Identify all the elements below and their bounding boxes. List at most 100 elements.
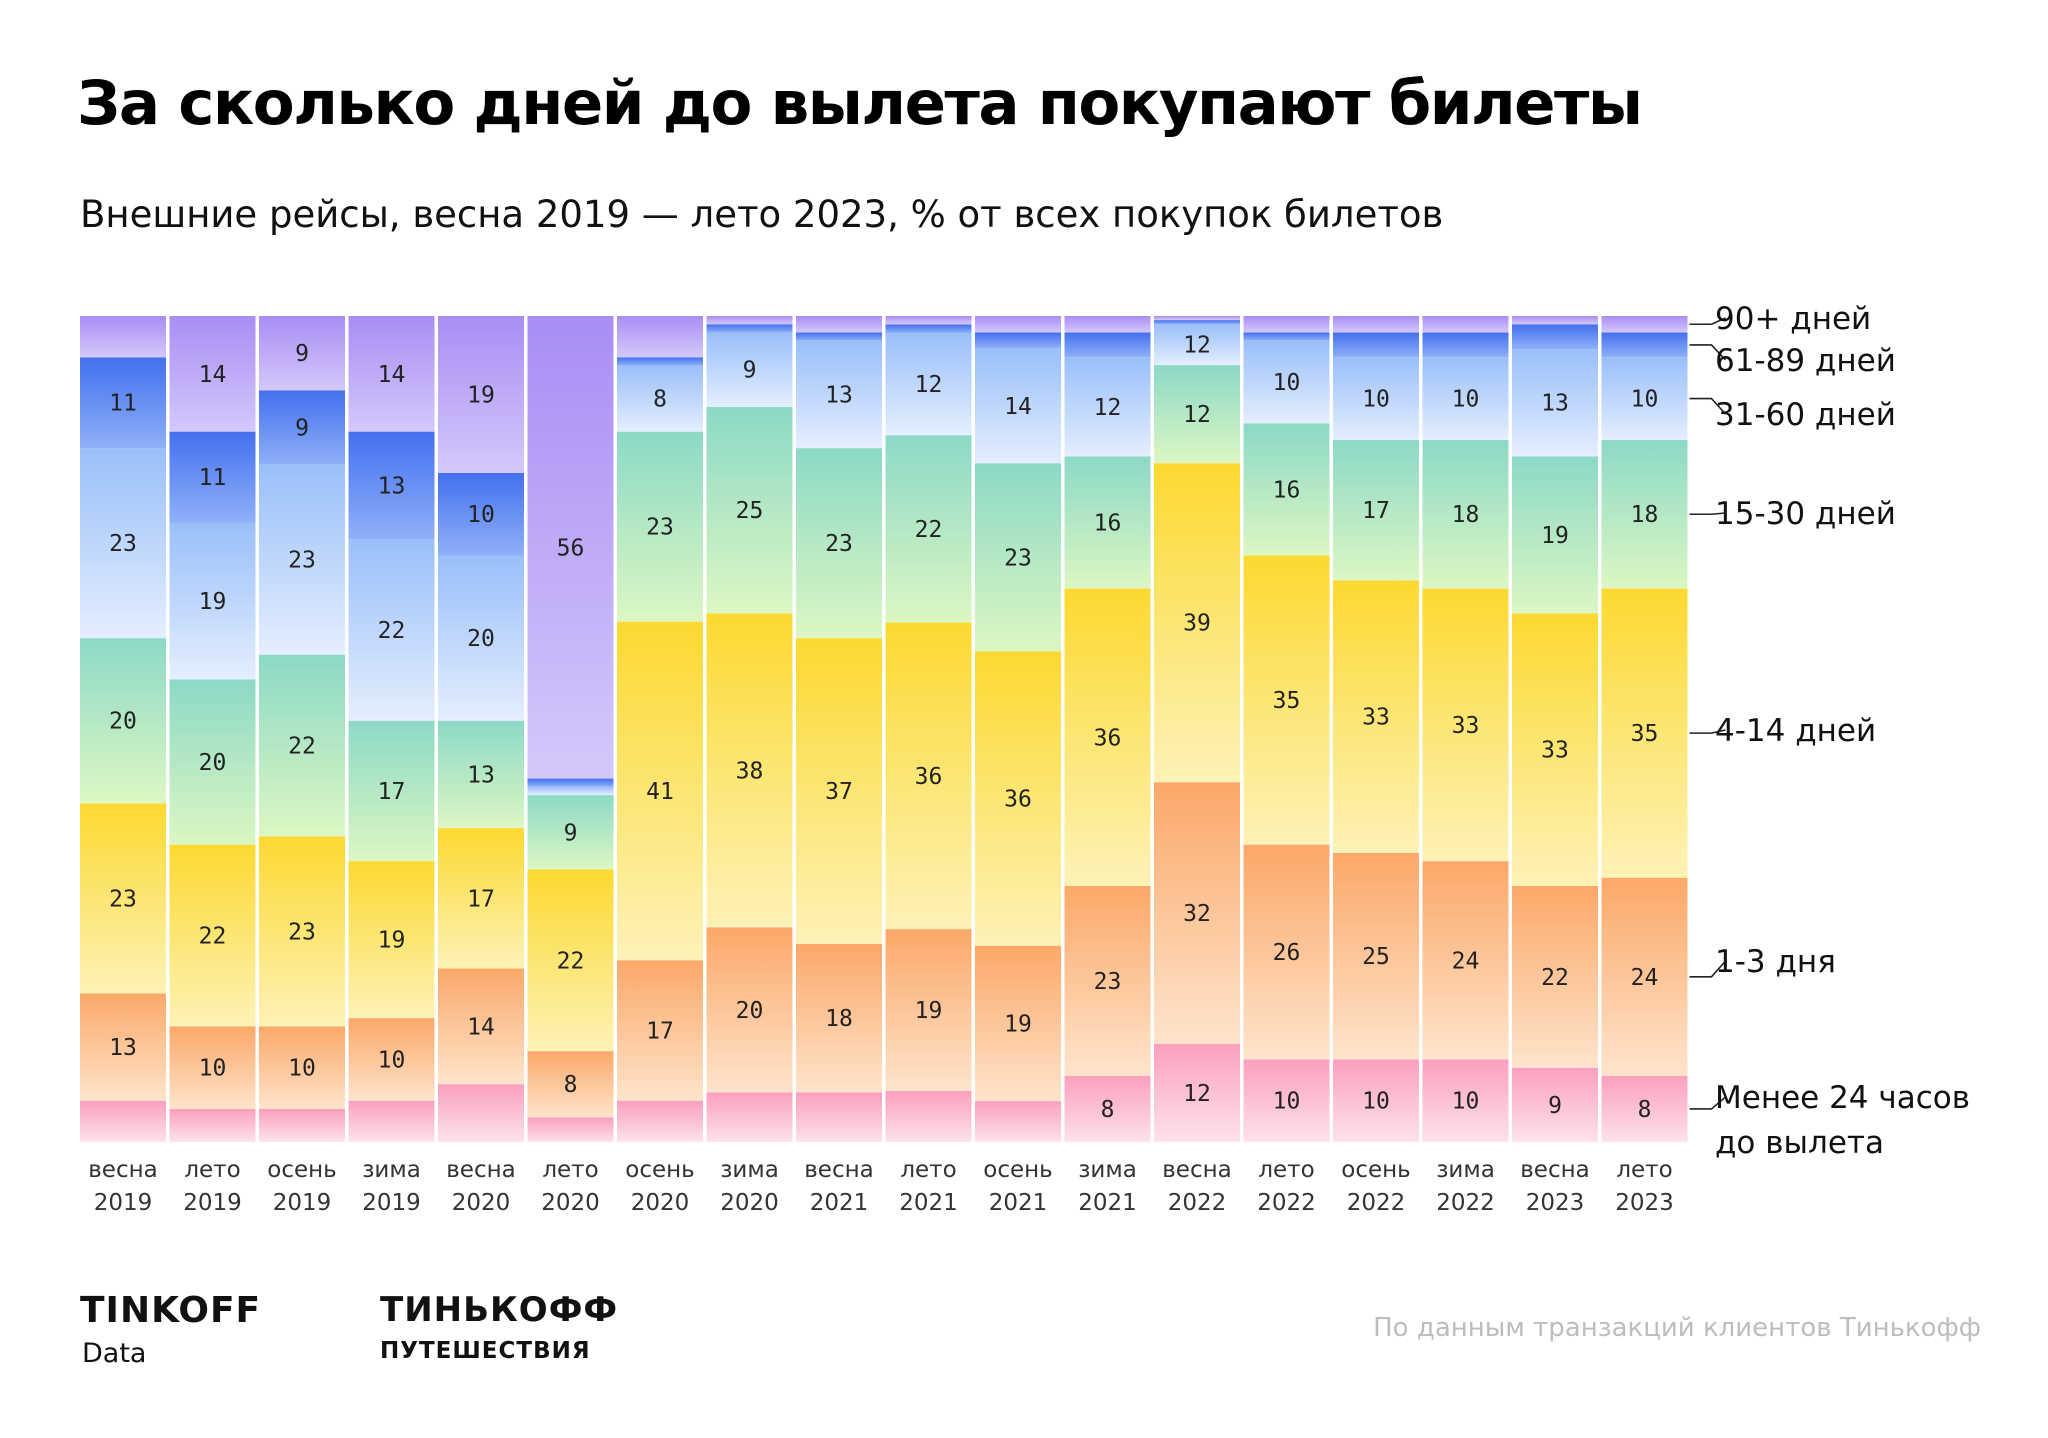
bar-segment (1422, 357, 1509, 440)
x-tick-label: лето (900, 1157, 956, 1183)
data-label: 14 (467, 1014, 495, 1040)
data-label: 32 (1183, 901, 1211, 927)
bar-segment (796, 316, 882, 333)
bar-segment (169, 1108, 256, 1142)
data-label: 22 (557, 948, 585, 974)
legend-label: 1-3 дня (1715, 944, 1836, 980)
bar-segment (1601, 588, 1688, 878)
bar-segment (617, 357, 703, 366)
bar-segment (796, 332, 882, 341)
bar-segment (169, 316, 256, 432)
tinkoff-data-logo-sub: Data (82, 1338, 147, 1369)
data-label: 13 (109, 1035, 137, 1061)
data-label: 35 (1273, 688, 1301, 714)
bar-segment (1422, 439, 1509, 589)
bar-segment (80, 803, 166, 994)
bar-segment (706, 613, 793, 928)
bar-segment (1333, 1059, 1419, 1142)
legend-label: 61-89 дней (1715, 343, 1896, 379)
bar-segment (1243, 340, 1330, 424)
x-tick-label: 2021 (1078, 1190, 1137, 1216)
bar-segment (259, 390, 345, 465)
bar-segment (1422, 588, 1509, 862)
data-label: 10 (378, 1047, 406, 1073)
bar-segment (1422, 332, 1509, 358)
data-label: 14 (199, 362, 227, 388)
bar-segment (885, 622, 972, 930)
bar-segment (1512, 349, 1598, 457)
bar-segment (169, 431, 256, 523)
legend-leader-line (1689, 397, 1727, 415)
bar-segment (527, 778, 614, 787)
bar-segment (438, 316, 524, 473)
data-label: 23 (288, 548, 316, 574)
bar-segment (1601, 357, 1688, 440)
data-label: 10 (1273, 370, 1301, 396)
data-label: 23 (109, 531, 137, 557)
data-label: 24 (1631, 965, 1659, 991)
x-tick-label: 2022 (1347, 1190, 1406, 1216)
data-label: 25 (1362, 944, 1390, 970)
bar-segment (348, 1100, 435, 1142)
bar-segment (169, 1026, 256, 1109)
bar-segment (1333, 852, 1419, 1060)
bar-segment (348, 1018, 435, 1101)
bar-segment (1243, 555, 1330, 845)
bar-segment (1243, 423, 1330, 556)
bar-segment (438, 555, 524, 721)
legend-group: Менее 24 часов до вылета 1-3 дня 4-14 дней 1… (1689, 301, 1970, 1161)
bar-segment (1064, 885, 1151, 1076)
x-tick-label: 2022 (1257, 1190, 1316, 1216)
bar-segment (1064, 588, 1151, 886)
bar-segment (1154, 316, 1240, 321)
data-label: 11 (109, 391, 137, 417)
bar-segment (80, 448, 166, 639)
data-label: 17 (378, 779, 406, 805)
data-label: 23 (1004, 545, 1032, 571)
bar-segment (259, 316, 345, 391)
x-tick-label: 2021 (989, 1190, 1048, 1216)
bar-segment (706, 406, 793, 614)
data-label: 10 (1452, 387, 1480, 413)
x-tick-label: 2020 (541, 1190, 600, 1216)
chart-title: За сколько дней до вылета покупают билет… (77, 68, 1643, 139)
bar-segment (1154, 463, 1240, 783)
bar-segment (1243, 316, 1330, 333)
data-label: 41 (646, 779, 674, 805)
data-label: 24 (1452, 948, 1480, 974)
data-label: 16 (1094, 511, 1122, 537)
bar-segment (796, 638, 882, 944)
bar-segment (975, 945, 1061, 1102)
bar-segment (259, 836, 345, 1027)
bar-segment (527, 786, 614, 796)
bar-segment (1243, 844, 1330, 1060)
data-label: 36 (1004, 787, 1032, 813)
bar-segment (259, 464, 345, 655)
bar-segment (1601, 877, 1688, 1076)
bar-segment (438, 828, 524, 969)
bar-segment (1512, 1067, 1598, 1142)
bar-segment (796, 448, 882, 639)
bar-segment (438, 968, 524, 1085)
data-label: 9 (295, 416, 309, 442)
x-tick-label: осень (983, 1157, 1052, 1183)
bar-segment (1512, 613, 1598, 886)
data-label: 20 (109, 709, 137, 735)
bar-segment (1064, 357, 1151, 457)
bar-segment (1512, 885, 1598, 1068)
bar-segment (169, 522, 256, 680)
data-label: 18 (1631, 502, 1659, 528)
x-tick-label: осень (1341, 1157, 1410, 1183)
bar-segment (1422, 1059, 1509, 1142)
bar-segment (259, 1108, 345, 1142)
x-tick-label: весна (446, 1157, 515, 1183)
bar-segment (1154, 365, 1240, 464)
bar-segment (706, 927, 793, 1093)
x-tick-label: зима (362, 1157, 421, 1183)
bar-segment (1333, 332, 1419, 358)
data-label: 36 (1094, 725, 1122, 751)
legend-label: 31-60 дней (1715, 397, 1896, 433)
data-label: 19 (378, 928, 406, 954)
bar-segment (348, 861, 435, 1019)
data-label: 19 (915, 998, 943, 1024)
